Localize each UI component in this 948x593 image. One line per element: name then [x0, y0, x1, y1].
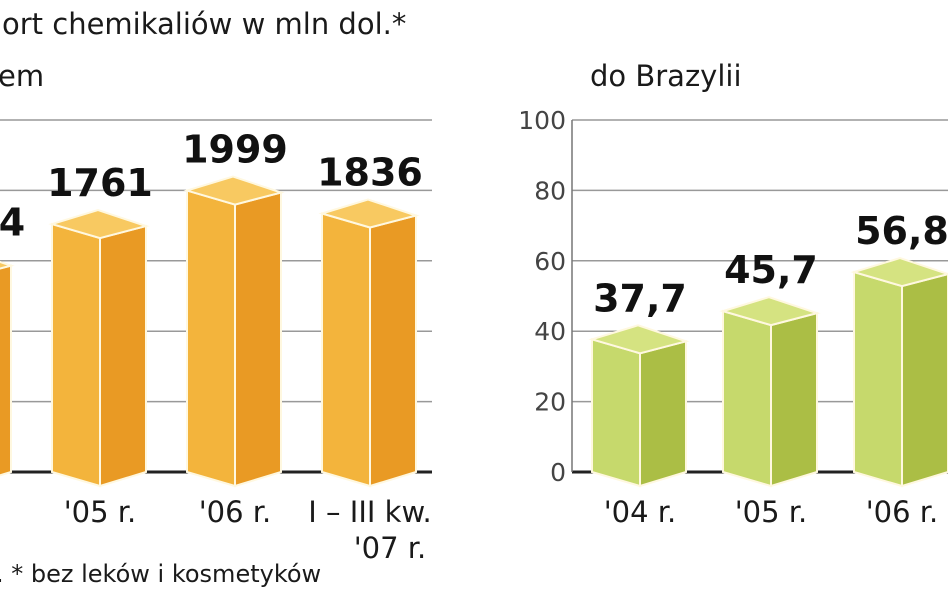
value-label: 4: [0, 201, 25, 245]
y-tick-label: 100: [518, 106, 566, 135]
value-label: 1761: [47, 161, 153, 205]
bar-top-face: [48, 209, 150, 240]
category-label: '05 r.: [735, 495, 808, 529]
bar-top-face: [850, 257, 948, 288]
bar: [0, 260, 15, 477]
value-label: 1836: [317, 150, 423, 194]
value-label: 1999: [182, 128, 288, 172]
y-tick-label: 60: [534, 247, 566, 276]
bar-front-face: [321, 212, 371, 488]
category-label: '05 r.: [64, 495, 137, 529]
category-label: '06 r.: [199, 495, 272, 529]
y-tick-label: 40: [534, 317, 566, 346]
footnote: . * bez leków i kosmetyków: [0, 560, 321, 588]
bar: [318, 198, 420, 488]
bar-side-face: [369, 214, 417, 488]
left-chart-subtitle: em: [0, 59, 44, 93]
bar-side-face: [99, 224, 147, 488]
y-tick-label: 0: [550, 458, 566, 487]
bar-side-face: [234, 191, 282, 488]
bar-front-face: [591, 337, 641, 488]
category-label: I – III kw.: [308, 495, 431, 529]
bar-top-face: [183, 175, 285, 206]
bar-top-face: [719, 296, 821, 327]
bar-top-face: [588, 324, 690, 355]
bar: [719, 296, 821, 488]
bar-side-face: [0, 264, 12, 477]
bar-side-face: [901, 273, 948, 488]
bar-front-face: [186, 189, 236, 488]
bar-front-face: [722, 309, 772, 488]
chart-title: ort chemikaliów w mln dol.*: [2, 7, 406, 41]
bar: [850, 257, 948, 488]
y-tick-label: 20: [534, 388, 566, 417]
value-label: 45,7: [724, 248, 818, 292]
bar-top-face: [0, 260, 15, 270]
category-label: '06 r.: [866, 495, 939, 529]
y-tick-label: 80: [534, 176, 566, 205]
right-chart-subtitle: do Brazylii: [590, 59, 742, 93]
value-label: 56,8: [855, 209, 948, 253]
bar: [183, 175, 285, 488]
category-label: '07 r.: [354, 531, 427, 565]
bar-front-face: [51, 222, 101, 488]
bar-side-face: [639, 340, 687, 488]
bar-side-face: [770, 311, 818, 488]
bar: [48, 209, 150, 488]
bar: [588, 324, 690, 488]
value-label: 37,7: [593, 276, 687, 320]
bar-front-face: [853, 270, 903, 488]
category-label: '04 r.: [604, 495, 677, 529]
bar-top-face: [318, 198, 420, 229]
